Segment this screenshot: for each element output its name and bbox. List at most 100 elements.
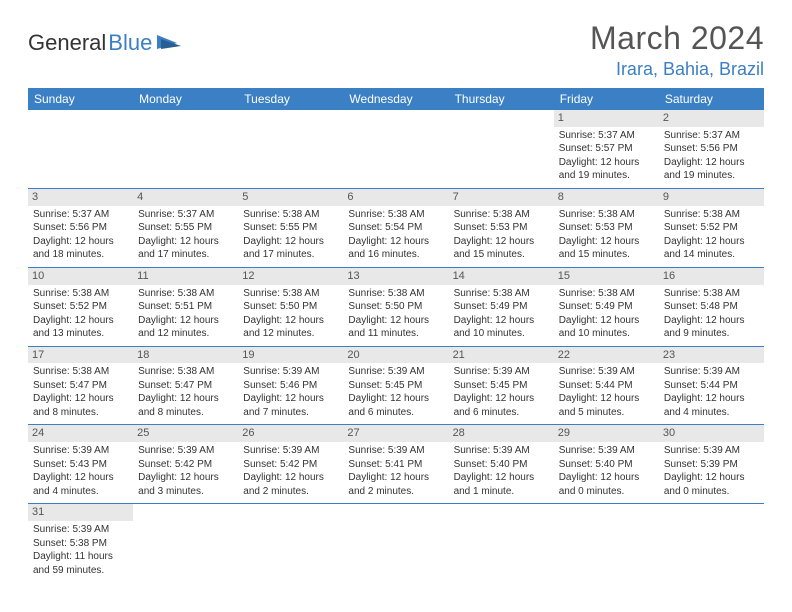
day-header: Saturday — [659, 88, 764, 110]
day-number: 21 — [449, 347, 554, 364]
calendar-day-cell: 12Sunrise: 5:38 AMSunset: 5:50 PMDayligh… — [238, 267, 343, 346]
sunset-line: Sunset: 5:53 PM — [454, 221, 549, 235]
day-header: Monday — [133, 88, 238, 110]
daylight-line: Daylight: 12 hours and 17 minutes. — [243, 235, 338, 262]
sunset-line: Sunset: 5:56 PM — [664, 142, 759, 156]
sunset-line: Sunset: 5:41 PM — [348, 458, 443, 472]
sunset-line: Sunset: 5:39 PM — [664, 458, 759, 472]
sunrise-line: Sunrise: 5:38 AM — [664, 208, 759, 222]
calendar-day-cell: 22Sunrise: 5:39 AMSunset: 5:44 PMDayligh… — [554, 346, 659, 425]
sunset-line: Sunset: 5:50 PM — [348, 300, 443, 314]
calendar-day-cell — [659, 504, 764, 582]
calendar-day-cell: 25Sunrise: 5:39 AMSunset: 5:42 PMDayligh… — [133, 425, 238, 504]
daylight-line: Daylight: 12 hours and 15 minutes. — [559, 235, 654, 262]
sunset-line: Sunset: 5:50 PM — [243, 300, 338, 314]
sunrise-line: Sunrise: 5:37 AM — [559, 129, 654, 143]
sunset-line: Sunset: 5:49 PM — [559, 300, 654, 314]
calendar-day-cell: 21Sunrise: 5:39 AMSunset: 5:45 PMDayligh… — [449, 346, 554, 425]
daylight-line: Daylight: 12 hours and 16 minutes. — [348, 235, 443, 262]
daylight-line: Daylight: 12 hours and 18 minutes. — [33, 235, 128, 262]
day-number: 5 — [238, 189, 343, 206]
daylight-line: Daylight: 12 hours and 2 minutes. — [348, 471, 443, 498]
calendar-day-cell: 24 Sunrise: 5:39 AMSunset: 5:43 PMDayligh… — [28, 425, 133, 504]
day-number: 23 — [659, 347, 764, 364]
daylight-line: Daylight: 12 hours and 1 minute. — [454, 471, 549, 498]
day-number: 25 — [133, 425, 238, 442]
sunrise-line: Sunrise: 5:38 AM — [454, 287, 549, 301]
sunset-line: Sunset: 5:40 PM — [454, 458, 549, 472]
sunrise-line: Sunrise: 5:39 AM — [138, 444, 233, 458]
day-number: 30 — [659, 425, 764, 442]
daylight-line: Daylight: 12 hours and 17 minutes. — [138, 235, 233, 262]
calendar-day-cell: 23Sunrise: 5:39 AMSunset: 5:44 PMDayligh… — [659, 346, 764, 425]
calendar-day-cell: 9Sunrise: 5:38 AMSunset: 5:52 PMDaylight… — [659, 188, 764, 267]
sunrise-line: Sunrise: 5:38 AM — [559, 287, 654, 301]
sunrise-line: Sunrise: 5:39 AM — [33, 444, 128, 458]
day-number: 20 — [343, 347, 448, 364]
sunset-line: Sunset: 5:43 PM — [33, 458, 128, 472]
calendar-page: GeneralBlue March 2024 Irara, Bahia, Bra… — [0, 0, 792, 602]
logo-flag-icon — [157, 33, 183, 51]
day-number: 15 — [554, 268, 659, 285]
daylight-line: Daylight: 12 hours and 7 minutes. — [243, 392, 338, 419]
sunset-line: Sunset: 5:47 PM — [138, 379, 233, 393]
calendar-day-cell: 17Sunrise: 5:38 AMSunset: 5:47 PMDayligh… — [28, 346, 133, 425]
logo: GeneralBlue — [28, 30, 183, 56]
daylight-line: Daylight: 12 hours and 4 minutes. — [33, 471, 128, 498]
location-text: Irara, Bahia, Brazil — [590, 59, 764, 80]
calendar-day-cell: 20Sunrise: 5:39 AMSunset: 5:45 PMDayligh… — [343, 346, 448, 425]
day-number: 18 — [133, 347, 238, 364]
day-number: 10 — [28, 268, 133, 285]
day-number: 7 — [449, 189, 554, 206]
calendar-day-cell: 28Sunrise: 5:39 AMSunset: 5:40 PMDayligh… — [449, 425, 554, 504]
sunrise-line: Sunrise: 5:38 AM — [348, 287, 443, 301]
day-number: 24 — [28, 425, 133, 442]
sunset-line: Sunset: 5:55 PM — [243, 221, 338, 235]
sunrise-line: Sunrise: 5:39 AM — [243, 444, 338, 458]
daylight-line: Daylight: 12 hours and 12 minutes. — [138, 314, 233, 341]
sunrise-line: Sunrise: 5:37 AM — [664, 129, 759, 143]
day-number: 19 — [238, 347, 343, 364]
calendar-day-cell: 27Sunrise: 5:39 AMSunset: 5:41 PMDayligh… — [343, 425, 448, 504]
calendar-day-cell: 5Sunrise: 5:38 AMSunset: 5:55 PMDaylight… — [238, 188, 343, 267]
calendar-day-cell: 8Sunrise: 5:38 AMSunset: 5:53 PMDaylight… — [554, 188, 659, 267]
title-block: March 2024 Irara, Bahia, Brazil — [590, 20, 764, 80]
calendar-day-cell: 16Sunrise: 5:38 AMSunset: 5:48 PMDayligh… — [659, 267, 764, 346]
calendar-day-cell — [554, 504, 659, 582]
day-number: 8 — [554, 189, 659, 206]
sunset-line: Sunset: 5:42 PM — [138, 458, 233, 472]
sunrise-line: Sunrise: 5:39 AM — [243, 365, 338, 379]
calendar-day-cell: 30Sunrise: 5:39 AMSunset: 5:39 PMDayligh… — [659, 425, 764, 504]
day-header: Sunday — [28, 88, 133, 110]
sunset-line: Sunset: 5:45 PM — [348, 379, 443, 393]
calendar-day-cell — [343, 504, 448, 582]
calendar-day-cell — [449, 504, 554, 582]
day-number: 27 — [343, 425, 448, 442]
calendar-day-cell: 7 Sunrise: 5:38 AMSunset: 5:53 PMDaylight… — [449, 188, 554, 267]
sunrise-line: Sunrise: 5:39 AM — [559, 365, 654, 379]
sunrise-line: Sunrise: 5:39 AM — [559, 444, 654, 458]
day-header: Thursday — [449, 88, 554, 110]
calendar-day-cell — [28, 110, 133, 188]
daylight-line: Daylight: 12 hours and 9 minutes. — [664, 314, 759, 341]
daylight-line: Daylight: 12 hours and 19 minutes. — [664, 156, 759, 183]
daylight-line: Daylight: 12 hours and 12 minutes. — [243, 314, 338, 341]
sunrise-line: Sunrise: 5:38 AM — [454, 208, 549, 222]
calendar-day-cell: 19Sunrise: 5:39 AMSunset: 5:46 PMDayligh… — [238, 346, 343, 425]
calendar-header-row: SundayMondayTuesdayWednesdayThursdayFrid… — [28, 88, 764, 110]
sunset-line: Sunset: 5:53 PM — [559, 221, 654, 235]
day-number: 26 — [238, 425, 343, 442]
sunrise-line: Sunrise: 5:37 AM — [33, 208, 128, 222]
sunrise-line: Sunrise: 5:39 AM — [33, 523, 128, 537]
daylight-line: Daylight: 12 hours and 2 minutes. — [243, 471, 338, 498]
sunset-line: Sunset: 5:44 PM — [559, 379, 654, 393]
calendar-week-row: 17Sunrise: 5:38 AMSunset: 5:47 PMDayligh… — [28, 346, 764, 425]
calendar-table: SundayMondayTuesdayWednesdayThursdayFrid… — [28, 88, 764, 582]
calendar-day-cell: 6Sunrise: 5:38 AMSunset: 5:54 PMDaylight… — [343, 188, 448, 267]
daylight-line: Daylight: 12 hours and 15 minutes. — [454, 235, 549, 262]
day-number: 4 — [133, 189, 238, 206]
daylight-line: Daylight: 12 hours and 11 minutes. — [348, 314, 443, 341]
sunset-line: Sunset: 5:57 PM — [559, 142, 654, 156]
sunrise-line: Sunrise: 5:38 AM — [664, 287, 759, 301]
sunset-line: Sunset: 5:45 PM — [454, 379, 549, 393]
